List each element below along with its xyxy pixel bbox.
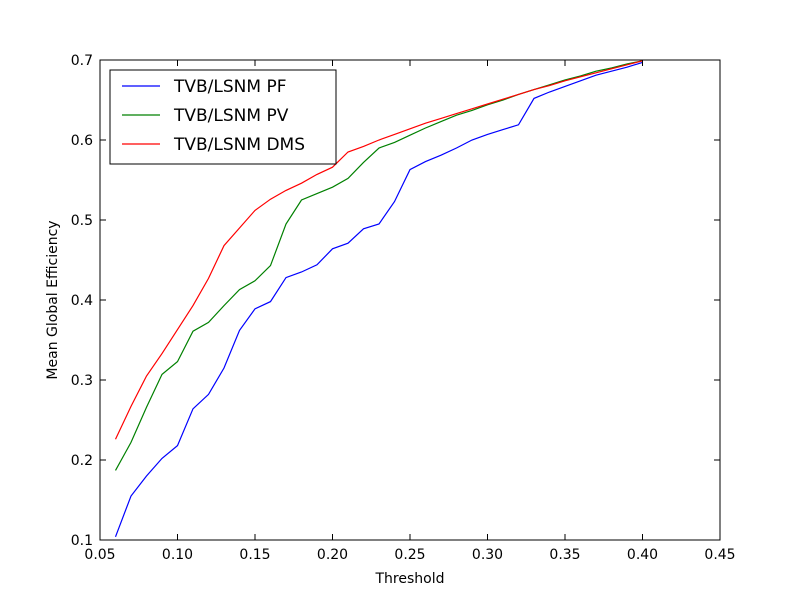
x-tick-label: 0.40: [627, 547, 658, 563]
y-tick-label: 0.4: [71, 293, 93, 309]
x-tick-label: 0.25: [394, 547, 425, 563]
y-tick-label: 0.6: [71, 133, 93, 149]
y-tick-label: 0.1: [71, 533, 93, 549]
legend-label-2: TVB/LSNM DMS: [173, 135, 305, 155]
ticks-layer: 0.05 0.10 0.15 0.20 0.25 0.30 0.35 0.40 0.45 0.1 0…: [71, 53, 736, 563]
series-line-2: [114, 60, 643, 440]
y-tick-label: 0.2: [71, 453, 93, 469]
legend-label-1: TVB/LSNM PV: [173, 106, 289, 126]
x-tick-label: 0.35: [549, 547, 580, 563]
series-layer: [114, 60, 643, 538]
legend: TVB/LSNM PF TVB/LSNM PV TVB/LSNM DMS: [109, 69, 337, 165]
y-tick-label: 0.3: [71, 373, 93, 389]
series-line-1: [114, 60, 643, 471]
x-axis-title: Threshold: [375, 571, 445, 587]
x-tick-label: 0.10: [162, 547, 193, 563]
legend-label-0: TVB/LSNM PF: [173, 77, 286, 97]
x-tick-label: 0.05: [84, 547, 115, 563]
x-tick-label: 0.45: [704, 547, 735, 563]
x-tick-label: 0.20: [317, 547, 348, 563]
y-tick-label: 0.5: [71, 213, 93, 229]
x-tick-label: 0.30: [472, 547, 503, 563]
y-axis-title: Mean Global Efficiency: [45, 220, 61, 379]
x-tick-label: 0.15: [239, 547, 270, 563]
y-tick-label: 0.7: [71, 53, 93, 69]
series-line-0: [114, 61, 643, 538]
